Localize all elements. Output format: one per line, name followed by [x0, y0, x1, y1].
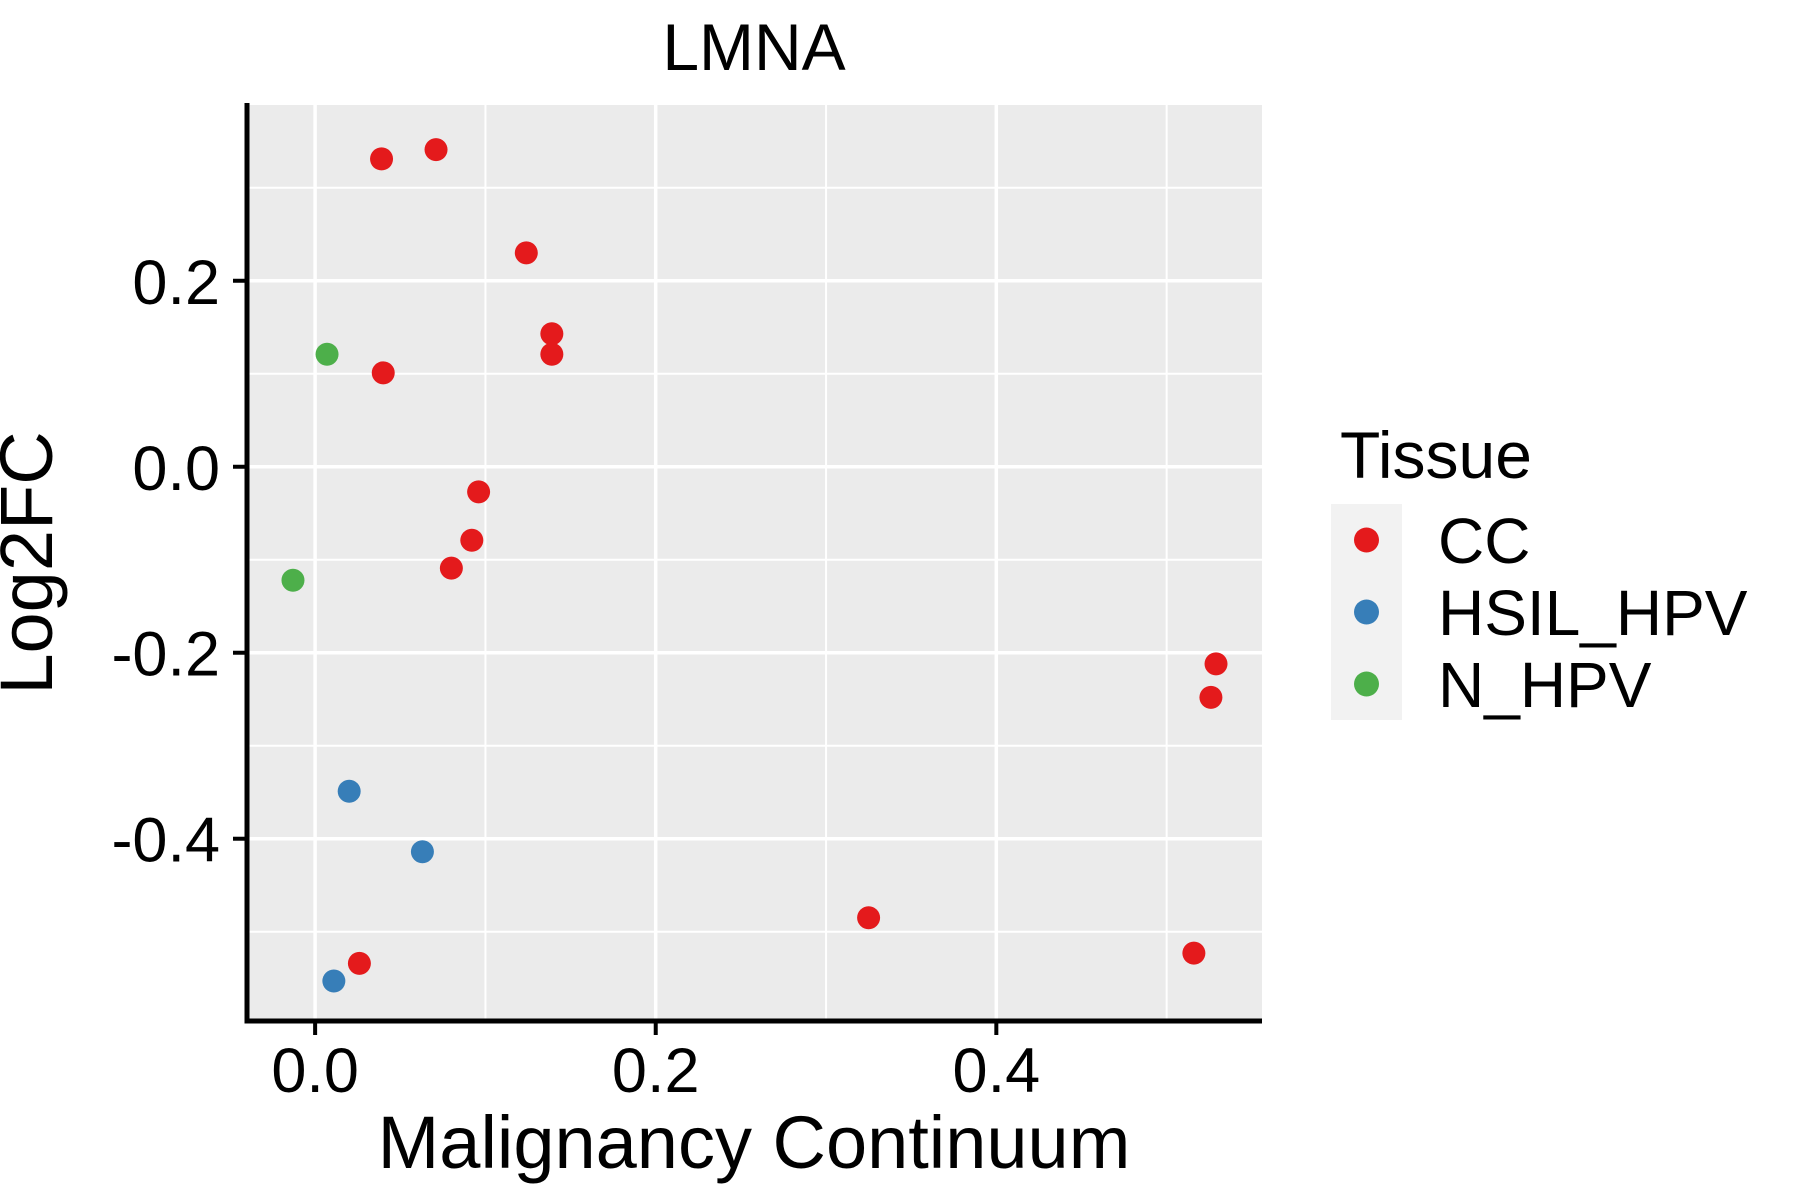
y-tick-label: 0.0: [132, 434, 220, 504]
legend-marker-n-hpv: [1354, 671, 1379, 697]
data-point-cc: [424, 138, 448, 162]
x-axis-label: Malignancy Continuum: [378, 1101, 1131, 1184]
plot-title: LMNA: [662, 10, 845, 84]
data-point-cc: [540, 322, 564, 346]
legend-label-n-hpv: N_HPV: [1438, 649, 1652, 721]
legend-marker-cc: [1354, 527, 1379, 553]
legend-label-cc: CC: [1438, 505, 1530, 577]
legend-marker-hsil-hpv: [1354, 599, 1379, 625]
data-point-cc: [439, 556, 463, 580]
gridline-layer: [247, 105, 1262, 1021]
data-point-cc: [371, 361, 395, 385]
data-point-hsil-hpv: [337, 779, 361, 803]
plot-panel: [247, 105, 1262, 1021]
plot-panel-layer: [247, 105, 1262, 1021]
data-point-cc: [1204, 652, 1228, 676]
y-tick-label: 0.2: [132, 248, 220, 318]
tick-label-layer: 0.0 0.2 0.4 0.2 0.0 -0.2 -0.4: [111, 248, 1040, 1106]
x-tick-label: 0.0: [271, 1036, 359, 1106]
legend-title: Tissue: [1340, 418, 1532, 492]
data-point-cc: [514, 241, 538, 265]
x-tick-label: 0.2: [612, 1036, 700, 1106]
y-tick-label: -0.4: [111, 806, 220, 876]
data-point-layer: [281, 138, 1228, 993]
data-point-n-hpv: [281, 568, 305, 592]
y-tick-label: -0.2: [111, 620, 220, 690]
data-point-cc: [540, 342, 564, 366]
axis-layer: [233, 103, 1262, 1035]
data-point-cc: [1182, 941, 1206, 965]
y-axis-label: Log2FC: [0, 431, 68, 694]
data-point-cc: [460, 528, 484, 552]
legend-label-hsil-hpv: HSIL_HPV: [1438, 577, 1748, 649]
data-point-hsil-hpv: [410, 840, 434, 864]
data-point-cc: [857, 906, 881, 930]
data-point-cc: [1199, 685, 1223, 709]
x-tick-label: 0.4: [953, 1036, 1041, 1106]
data-point-hsil-hpv: [322, 969, 346, 993]
data-point-cc: [370, 147, 394, 171]
data-point-cc: [347, 951, 371, 975]
data-point-cc: [467, 480, 491, 504]
data-point-n-hpv: [315, 342, 339, 366]
